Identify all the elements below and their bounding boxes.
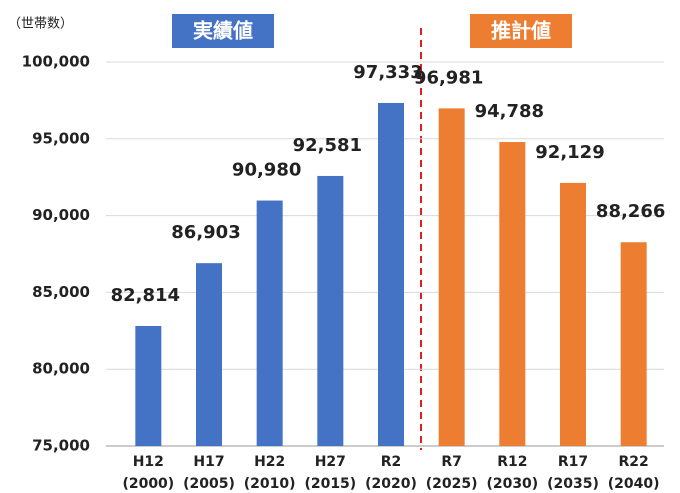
- legend-box: [172, 14, 274, 48]
- x-tick-year: (2015): [304, 476, 356, 492]
- legend-box: [470, 14, 572, 48]
- value-label: 82,814: [111, 285, 180, 306]
- bar: [620, 242, 647, 446]
- y-tick-label: 90,000: [32, 206, 90, 224]
- legend-label: 推計値: [491, 19, 551, 43]
- x-tick-year: (2020): [365, 476, 417, 492]
- bar: [196, 263, 222, 446]
- bar: [438, 108, 465, 447]
- bar: [317, 175, 344, 446]
- x-tick-year: (2035): [547, 476, 599, 492]
- x-tick-label: H17: [193, 454, 224, 470]
- bar: [378, 102, 404, 446]
- x-tick-label: R2: [381, 454, 402, 470]
- legend-label: 実績値: [193, 19, 253, 43]
- bar: [135, 325, 162, 446]
- x-tick-label: R7: [441, 454, 462, 470]
- x-tick-label: H27: [315, 454, 346, 470]
- value-label: 86,903: [171, 222, 240, 243]
- x-tick-label: R17: [558, 454, 588, 470]
- bar: [499, 142, 526, 446]
- value-label: 96,981: [414, 67, 483, 88]
- y-axis-label: （世帯数）: [8, 17, 73, 32]
- x-tick-year: (2040): [608, 476, 660, 492]
- x-tick-year: (2010): [244, 476, 296, 492]
- value-label: 88,266: [596, 201, 665, 222]
- x-tick-year: (2030): [486, 476, 538, 492]
- value-label: 94,788: [475, 101, 544, 122]
- value-label: 92,581: [293, 135, 362, 156]
- y-tick-label: 95,000: [32, 129, 90, 147]
- x-tick-label: R12: [497, 454, 527, 470]
- value-label: 92,129: [535, 142, 604, 163]
- x-tick-label: R22: [619, 454, 649, 470]
- y-tick-label: 100,000: [22, 53, 90, 71]
- y-tick-label: 85,000: [32, 283, 90, 301]
- value-label: 97,333: [353, 62, 422, 83]
- bar: [560, 182, 586, 446]
- bar: [256, 200, 283, 446]
- value-label: 90,980: [232, 160, 301, 181]
- y-tick-label: 75,000: [32, 437, 90, 455]
- x-tick-year: (2005): [183, 476, 235, 492]
- x-tick-label: H22: [254, 454, 285, 470]
- x-tick-year: (2000): [122, 476, 174, 492]
- x-tick-year: (2025): [426, 476, 478, 492]
- x-tick-label: H12: [133, 454, 164, 470]
- y-tick-label: 80,000: [32, 360, 90, 378]
